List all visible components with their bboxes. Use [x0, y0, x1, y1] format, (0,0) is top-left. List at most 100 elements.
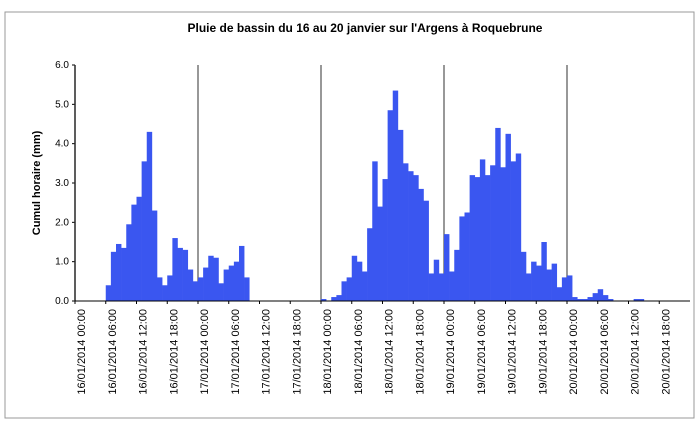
x-tick-label: 17/01/2014 00:00	[199, 309, 211, 395]
x-tick-label: 18/01/2014 06:00	[353, 309, 365, 395]
bar	[388, 110, 393, 301]
bar	[593, 293, 598, 301]
bar	[106, 285, 111, 301]
bar	[413, 175, 418, 301]
bar	[572, 297, 577, 301]
bar	[116, 244, 121, 301]
x-tick-label: 19/01/2014 00:00	[445, 309, 457, 395]
bar	[506, 134, 511, 301]
bar	[183, 250, 188, 301]
bar	[521, 252, 526, 301]
bar	[434, 260, 439, 301]
x-tick-label: 20/01/2014 18:00	[660, 309, 672, 395]
page: {"chart_data": {"type": "bar", "title": …	[0, 0, 697, 424]
bar	[557, 287, 562, 301]
bar	[203, 268, 208, 301]
bar	[208, 256, 213, 301]
bar	[393, 91, 398, 301]
bar	[347, 277, 352, 301]
chart-title: Pluie de bassin du 16 au 20 janvier sur …	[188, 21, 543, 35]
bar	[372, 161, 377, 301]
y-axis-label: Cumul horaire (mm)	[31, 130, 43, 235]
bar	[536, 266, 541, 301]
bar	[495, 128, 500, 301]
bar	[198, 277, 203, 301]
bar	[213, 258, 218, 301]
bar	[403, 163, 408, 301]
bar	[511, 161, 516, 301]
bar	[552, 264, 557, 301]
bar	[485, 175, 490, 301]
x-tick-label: 17/01/2014 06:00	[230, 309, 242, 395]
bar	[336, 295, 341, 301]
bar	[244, 277, 249, 301]
x-tick-label: 18/01/2014 12:00	[384, 309, 396, 395]
bar	[188, 270, 193, 301]
bar	[547, 270, 552, 301]
bar	[152, 211, 157, 301]
bar	[526, 273, 531, 301]
bar	[219, 283, 224, 301]
x-tick-label: 20/01/2014 00:00	[568, 309, 580, 395]
x-tick-label: 19/01/2014 06:00	[476, 309, 488, 395]
bar	[126, 224, 131, 301]
bar	[588, 297, 593, 301]
bar	[459, 216, 464, 301]
chart: Pluie de bassin du 16 au 20 janvier sur …	[0, 0, 697, 419]
bar	[480, 159, 485, 301]
bar	[224, 270, 229, 301]
bar	[470, 175, 475, 301]
bar	[172, 238, 177, 301]
bar	[449, 272, 454, 302]
bar	[352, 256, 357, 301]
y-tick-label: 5.0	[55, 99, 69, 110]
x-tick-label: 16/01/2014 12:00	[138, 309, 150, 395]
bar	[444, 234, 449, 301]
bar	[516, 154, 521, 302]
bar	[500, 167, 505, 301]
bar	[357, 262, 362, 301]
bar	[178, 248, 183, 301]
y-tick-label: 2.0	[55, 217, 69, 228]
bar	[137, 197, 142, 301]
x-tick-label: 16/01/2014 00:00	[76, 309, 88, 395]
bar	[193, 281, 198, 301]
bar	[367, 228, 372, 301]
x-tick-label: 18/01/2014 00:00	[322, 309, 334, 395]
bar	[383, 179, 388, 301]
bar	[162, 285, 167, 301]
bar	[603, 295, 608, 301]
x-tick-label: 20/01/2014 12:00	[630, 309, 642, 395]
x-tick-label: 17/01/2014 18:00	[291, 309, 303, 395]
bar	[111, 252, 116, 301]
bar	[342, 281, 347, 301]
bar	[398, 130, 403, 301]
bar	[167, 275, 172, 301]
bar	[465, 213, 470, 302]
bar	[234, 262, 239, 301]
bar	[490, 165, 495, 301]
bar	[567, 275, 572, 301]
y-tick-label: 4.0	[55, 139, 69, 150]
bar	[142, 161, 147, 301]
x-tick-label: 19/01/2014 18:00	[537, 309, 549, 395]
x-tick-label: 16/01/2014 18:00	[168, 309, 180, 395]
bar	[418, 189, 423, 301]
bar	[531, 262, 536, 301]
y-tick-label: 0.0	[55, 296, 69, 307]
bar	[439, 273, 444, 301]
x-tick-label: 18/01/2014 18:00	[414, 309, 426, 395]
bar	[377, 207, 382, 301]
bar	[429, 273, 434, 301]
y-tick-label: 6.0	[55, 60, 69, 71]
bar	[147, 132, 152, 301]
x-tick-label: 19/01/2014 12:00	[507, 309, 519, 395]
bar	[475, 177, 480, 301]
bar	[131, 205, 136, 301]
bar	[541, 242, 546, 301]
x-tick-label: 17/01/2014 12:00	[261, 309, 273, 395]
bar	[424, 201, 429, 301]
x-tick-label: 16/01/2014 06:00	[107, 309, 119, 395]
bar	[454, 250, 459, 301]
bar	[239, 246, 244, 301]
